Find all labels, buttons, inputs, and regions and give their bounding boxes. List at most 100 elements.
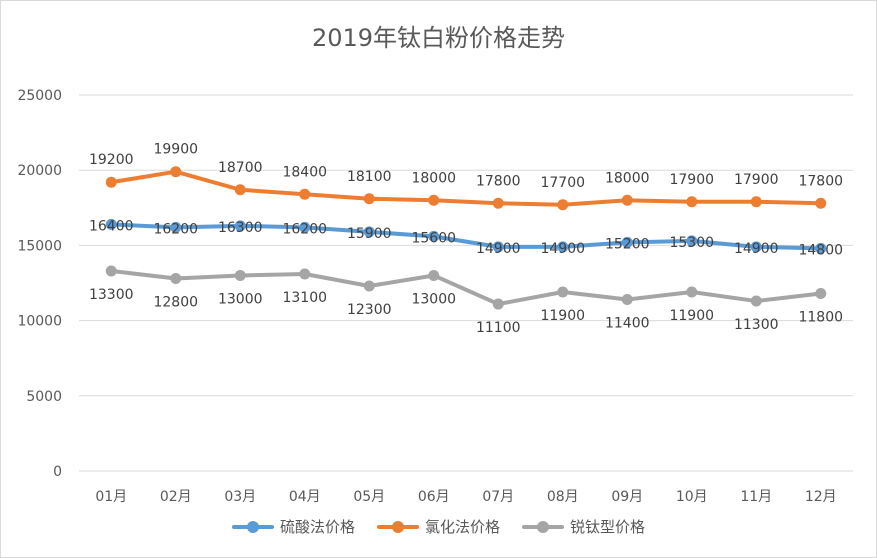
- data-point: [105, 176, 117, 188]
- data-label: 14800: [798, 242, 843, 258]
- data-label: 17900: [669, 172, 714, 188]
- legend-swatch: [522, 520, 564, 534]
- data-point: [686, 235, 698, 247]
- chart-title: 2019年钛白粉价格走势: [311, 24, 566, 52]
- data-label: 18000: [605, 170, 650, 186]
- x-tick-label: 03月: [224, 489, 256, 505]
- data-point: [750, 196, 762, 208]
- data-point: [557, 199, 569, 211]
- data-label: 11400: [605, 316, 650, 332]
- data-label: 11900: [540, 308, 585, 324]
- data-point: [234, 220, 246, 232]
- data-point: [363, 226, 375, 238]
- data-point: [428, 194, 440, 206]
- y-tick-label: 10000: [17, 314, 62, 330]
- data-point: [234, 184, 246, 196]
- data-point: [170, 166, 182, 178]
- legend-label: 硫酸法价格: [279, 518, 355, 536]
- data-label: 17900: [734, 172, 779, 188]
- data-point: [750, 295, 762, 307]
- data-label: 11300: [734, 317, 779, 333]
- data-label: 13100: [282, 290, 327, 306]
- data-point: [428, 230, 440, 242]
- data-point: [105, 265, 117, 277]
- x-tick-label: 09月: [611, 489, 643, 505]
- data-label: 15600: [411, 230, 456, 246]
- data-label: 16200: [282, 221, 327, 237]
- data-point: [686, 286, 698, 298]
- legend-label: 锐钛型价格: [570, 518, 646, 536]
- data-label: 18400: [282, 164, 327, 180]
- data-point: [815, 197, 827, 209]
- legend-item: 氯化法价格: [376, 516, 500, 537]
- data-point: [686, 196, 698, 208]
- y-tick-label: 25000: [17, 88, 62, 104]
- data-label: 16200: [153, 221, 198, 237]
- x-tick-label: 05月: [353, 489, 385, 505]
- data-point: [299, 188, 311, 200]
- data-label: 14900: [734, 241, 779, 257]
- data-label: 17700: [540, 175, 585, 191]
- data-label: 14900: [540, 241, 585, 257]
- data-label: 18100: [347, 169, 392, 185]
- data-label: 11100: [476, 320, 521, 336]
- y-tick-label: 0: [53, 464, 62, 480]
- data-label: 15200: [605, 236, 650, 252]
- data-label: 15900: [347, 226, 392, 242]
- data-point: [363, 193, 375, 205]
- x-tick-label: 07月: [482, 489, 514, 505]
- x-tick-label: 12月: [805, 489, 837, 505]
- series-line-2: [109, 268, 823, 307]
- legend-item: 锐钛型价格: [522, 516, 645, 537]
- x-tick-label: 04月: [289, 489, 321, 505]
- legend: 硫酸法价格 氯化法价格 锐钛型价格: [0, 516, 877, 537]
- data-point: [621, 236, 633, 248]
- y-tick-label: 20000: [17, 163, 62, 179]
- data-point: [299, 221, 311, 233]
- data-label: 17800: [476, 173, 521, 189]
- data-point: [815, 288, 827, 300]
- x-tick-label: 01月: [95, 489, 127, 505]
- x-tick-label: 11月: [740, 489, 772, 505]
- legend-item: 硫酸法价格: [231, 516, 355, 537]
- series-line-0: [109, 222, 823, 251]
- y-tick-label: 15000: [17, 238, 62, 254]
- data-label: 18000: [411, 170, 456, 186]
- data-label: 12300: [347, 302, 392, 318]
- legend-swatch: [231, 520, 274, 534]
- data-point: [234, 269, 246, 281]
- data-point: [557, 286, 569, 298]
- x-tick-label: 06月: [418, 489, 450, 505]
- data-point: [492, 298, 504, 310]
- x-tick-label: 08月: [547, 489, 579, 505]
- data-label: 11800: [798, 310, 843, 326]
- legend-label: 氯化法价格: [424, 518, 500, 536]
- data-point: [621, 194, 633, 206]
- legend-swatch: [376, 520, 419, 534]
- data-label: 17800: [798, 173, 843, 189]
- data-label: 18700: [218, 160, 263, 176]
- data-label: 12800: [153, 294, 198, 310]
- data-point: [815, 242, 827, 254]
- data-label: 13300: [89, 287, 134, 303]
- data-point: [299, 268, 311, 280]
- data-point: [105, 218, 117, 230]
- data-label: 19200: [89, 152, 134, 168]
- data-point: [363, 280, 375, 292]
- data-label: 11900: [669, 308, 714, 324]
- data-point: [492, 197, 504, 209]
- data-label: 16300: [218, 220, 263, 236]
- data-label: 16400: [89, 218, 134, 234]
- data-point: [621, 294, 633, 306]
- data-point: [492, 241, 504, 253]
- data-label: 15300: [669, 235, 714, 251]
- x-tick-label: 10月: [676, 489, 708, 505]
- data-label: 13000: [411, 291, 456, 307]
- series-line-1: [109, 169, 823, 207]
- data-point: [170, 221, 182, 233]
- y-tick-label: 5000: [26, 389, 62, 405]
- data-point: [557, 241, 569, 253]
- data-point: [170, 272, 182, 284]
- x-tick-label: 02月: [160, 489, 192, 505]
